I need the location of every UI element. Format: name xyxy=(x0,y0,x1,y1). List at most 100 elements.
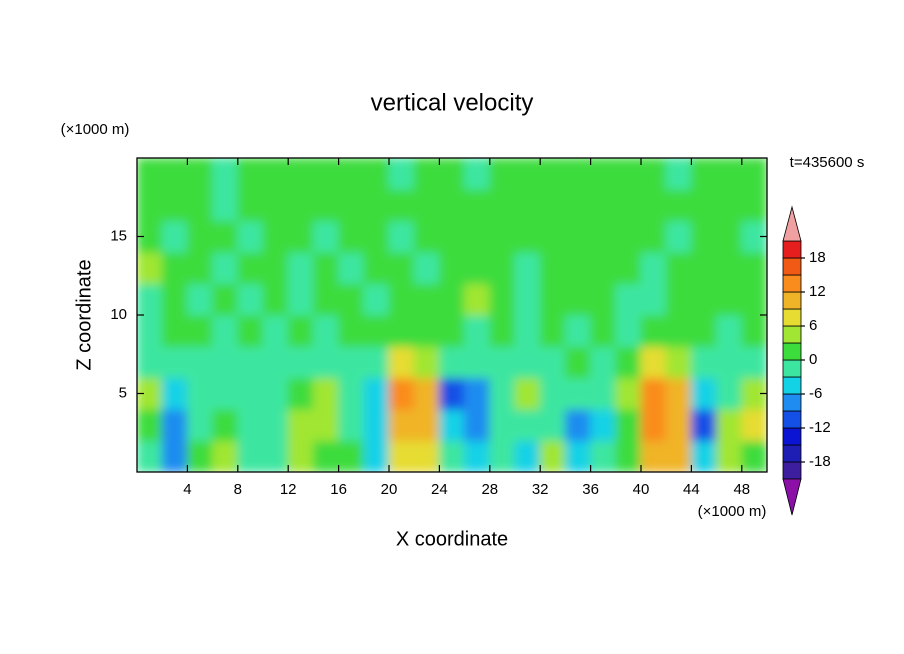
colorbar-band xyxy=(782,359,802,378)
contour-cell xyxy=(464,377,491,410)
contour-cell xyxy=(539,314,566,347)
contour-cell xyxy=(564,158,592,190)
contour-cell xyxy=(212,188,239,222)
contour-cell xyxy=(312,158,340,190)
contour-cell xyxy=(590,314,617,347)
contour-cell xyxy=(438,283,466,316)
y-axis-label: Z coordinate xyxy=(73,259,95,370)
contour-cell xyxy=(388,251,415,285)
contour-cell xyxy=(716,283,743,316)
contour-cell xyxy=(388,283,415,316)
colorbar-band xyxy=(782,444,802,463)
contour-cell xyxy=(665,158,692,190)
contour-cell xyxy=(363,314,390,347)
contour-cell xyxy=(690,251,718,285)
contour-cell xyxy=(464,158,491,190)
contour-cell xyxy=(564,314,592,347)
colorbar-under xyxy=(782,478,802,516)
contour-cell xyxy=(514,377,541,410)
contour-cell xyxy=(640,345,667,379)
x-tick-label: 24 xyxy=(431,481,448,498)
contour-cell xyxy=(186,251,214,285)
contour-cell xyxy=(413,345,440,379)
contour-cell xyxy=(615,377,642,410)
contour-cell xyxy=(212,251,239,285)
contour-cell xyxy=(186,314,214,347)
contour-cell xyxy=(262,158,289,190)
contour-cell xyxy=(262,314,289,347)
contour-cell xyxy=(640,251,667,285)
contour-cell xyxy=(363,188,390,222)
contour-cell xyxy=(564,377,592,410)
contour-cell xyxy=(741,188,767,222)
contour-cell xyxy=(716,314,743,347)
y-tick-label: 5 xyxy=(119,384,127,401)
contour-cell xyxy=(312,283,340,316)
contour-cell xyxy=(287,220,314,253)
contour-cell xyxy=(186,220,214,253)
contour-cell xyxy=(716,377,743,410)
contour-cell xyxy=(741,283,767,316)
contour-cell xyxy=(514,188,541,222)
contour-cell xyxy=(464,440,491,472)
contour-cell xyxy=(186,377,214,410)
contour-cell xyxy=(186,188,214,222)
contour-cell xyxy=(186,158,214,190)
contour-cell xyxy=(690,220,718,253)
contour-cell xyxy=(489,188,516,222)
contour-cell xyxy=(212,220,239,253)
contour-cell xyxy=(413,377,440,410)
contour-cell xyxy=(716,440,743,472)
contour-cell xyxy=(665,188,692,222)
contour-cell xyxy=(539,440,566,472)
contour-cell xyxy=(287,408,314,442)
contour-cell xyxy=(413,408,440,442)
contour-cell xyxy=(564,283,592,316)
contour-cell xyxy=(590,158,617,190)
contour-cell xyxy=(489,408,516,442)
contour-cell xyxy=(464,220,491,253)
colorbar-tick-label: 12 xyxy=(809,283,826,300)
contour-cell xyxy=(716,220,743,253)
contour-cell xyxy=(665,220,692,253)
y-unit: (×1000 m) xyxy=(61,121,130,138)
contour-cell xyxy=(161,377,188,410)
contour-cell xyxy=(413,440,440,472)
x-tick-label: 32 xyxy=(532,481,549,498)
contour-cell xyxy=(564,345,592,379)
contour-cell xyxy=(212,345,239,379)
contour-cell xyxy=(413,158,440,190)
colorbar-tick-label: 18 xyxy=(809,249,826,266)
contour-cell xyxy=(690,377,718,410)
contour-cell xyxy=(363,251,390,285)
contour-cell xyxy=(438,188,466,222)
contour-cell xyxy=(161,440,188,472)
contour-cell xyxy=(590,345,617,379)
contour-cell xyxy=(438,345,466,379)
contour-cell xyxy=(590,377,617,410)
contour-cell xyxy=(161,158,188,190)
contour-cell xyxy=(690,158,718,190)
y-tick-label: 15 xyxy=(110,227,127,244)
contour-cell xyxy=(338,220,365,253)
contour-cell xyxy=(438,158,466,190)
y-tick-label: 10 xyxy=(110,306,127,323)
contour-cell xyxy=(564,440,592,472)
contour-cell xyxy=(237,377,264,410)
contour-cell xyxy=(564,408,592,442)
contour-cell xyxy=(615,408,642,442)
contour-cell xyxy=(287,377,314,410)
contour-cell xyxy=(137,251,163,285)
colorbar: -18 -12 -6 0 6 12 18 xyxy=(782,205,831,516)
colorbar-band xyxy=(782,393,802,412)
colorbar-band xyxy=(782,291,802,310)
contour-cell xyxy=(212,440,239,472)
contour-cell xyxy=(363,377,390,410)
contour-cell xyxy=(741,314,767,347)
contour-cell xyxy=(262,283,289,316)
colorbar-band xyxy=(782,308,802,327)
contour-cell xyxy=(237,220,264,253)
contour-cell xyxy=(615,314,642,347)
contour-cell xyxy=(388,158,415,190)
